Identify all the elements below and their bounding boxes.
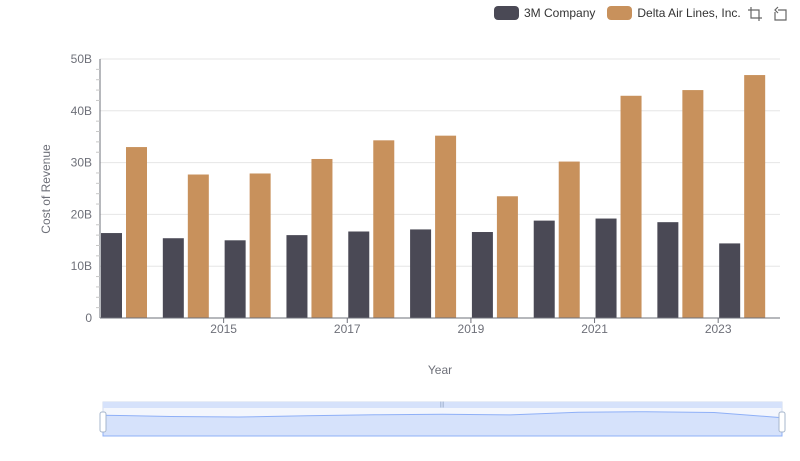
bar-3m-2014[interactable]: [101, 233, 122, 318]
y-tick-label: 0: [85, 311, 92, 325]
bar-3m-2017[interactable]: [286, 235, 308, 318]
y-tick-label: 50B: [71, 52, 92, 66]
x-axis: 2015 2017 2019 2021 2023: [210, 318, 732, 336]
bar-delta-2020[interactable]: [496, 196, 518, 318]
legend-item-delta[interactable]: Delta Air Lines, Inc.: [607, 6, 741, 20]
legend-label-3m: 3M Company: [524, 6, 596, 20]
zoom-top-bar[interactable]: [103, 402, 782, 408]
data-zoom-slider[interactable]: |||: [99, 401, 786, 437]
legend-swatch-3m: [494, 6, 519, 20]
bar-3m-2021[interactable]: [533, 220, 555, 318]
bar-delta-2017[interactable]: [311, 158, 333, 318]
legend-item-3m[interactable]: 3M Company: [494, 6, 595, 20]
bar-delta-2019[interactable]: [435, 135, 457, 318]
bar-delta-2014[interactable]: [126, 147, 147, 318]
zoom-preview-area: [102, 411, 783, 437]
bar-delta-2018[interactable]: [373, 140, 395, 318]
y-tick-label: 20B: [71, 207, 92, 221]
x-tick-label: 2019: [458, 322, 485, 336]
y-tick-label: 40B: [71, 104, 92, 118]
restore-icon[interactable]: [772, 6, 788, 22]
zoom-handle-left[interactable]: [99, 411, 107, 433]
bar-3m-2015[interactable]: [162, 238, 184, 318]
bar-3m-2016[interactable]: [224, 240, 246, 318]
bar-3m-2022[interactable]: [595, 218, 617, 318]
bar-3m-2023[interactable]: [657, 222, 679, 318]
x-tick-label: 2015: [210, 322, 237, 336]
bar-delta-2021[interactable]: [558, 161, 580, 318]
bar-3m-2020[interactable]: [471, 232, 493, 318]
zoom-handle-right[interactable]: [778, 411, 786, 433]
y-tick-label: 30B: [71, 156, 92, 170]
bars: [101, 75, 766, 318]
bar-3m-2024[interactable]: [719, 243, 741, 318]
y-axis: 0 10B 20B 30B 40B 50B: [71, 52, 101, 325]
bar-3m-2018[interactable]: [348, 231, 370, 318]
bar-delta-2024[interactable]: [744, 75, 766, 318]
x-axis-title: Year: [428, 363, 452, 377]
legend-label-delta: Delta Air Lines, Inc.: [637, 6, 741, 20]
zoom-icon[interactable]: [747, 6, 763, 22]
bar-3m-2019[interactable]: [410, 229, 432, 318]
legend-swatch-delta: [607, 6, 633, 20]
x-tick-label: 2023: [705, 322, 732, 336]
legend: 3M Company Delta Air Lines, Inc.: [494, 4, 753, 22]
bar-delta-2022[interactable]: [620, 95, 642, 318]
x-tick-label: 2017: [334, 322, 361, 336]
bar-delta-2023[interactable]: [682, 90, 704, 318]
x-tick-label: 2021: [581, 322, 608, 336]
y-tick-label: 10B: [71, 259, 92, 273]
bar-delta-2016[interactable]: [249, 173, 271, 318]
bar-delta-2015[interactable]: [187, 174, 209, 318]
y-axis-title: Cost of Revenue: [39, 144, 53, 234]
zoom-grip[interactable]: |||: [440, 402, 445, 408]
